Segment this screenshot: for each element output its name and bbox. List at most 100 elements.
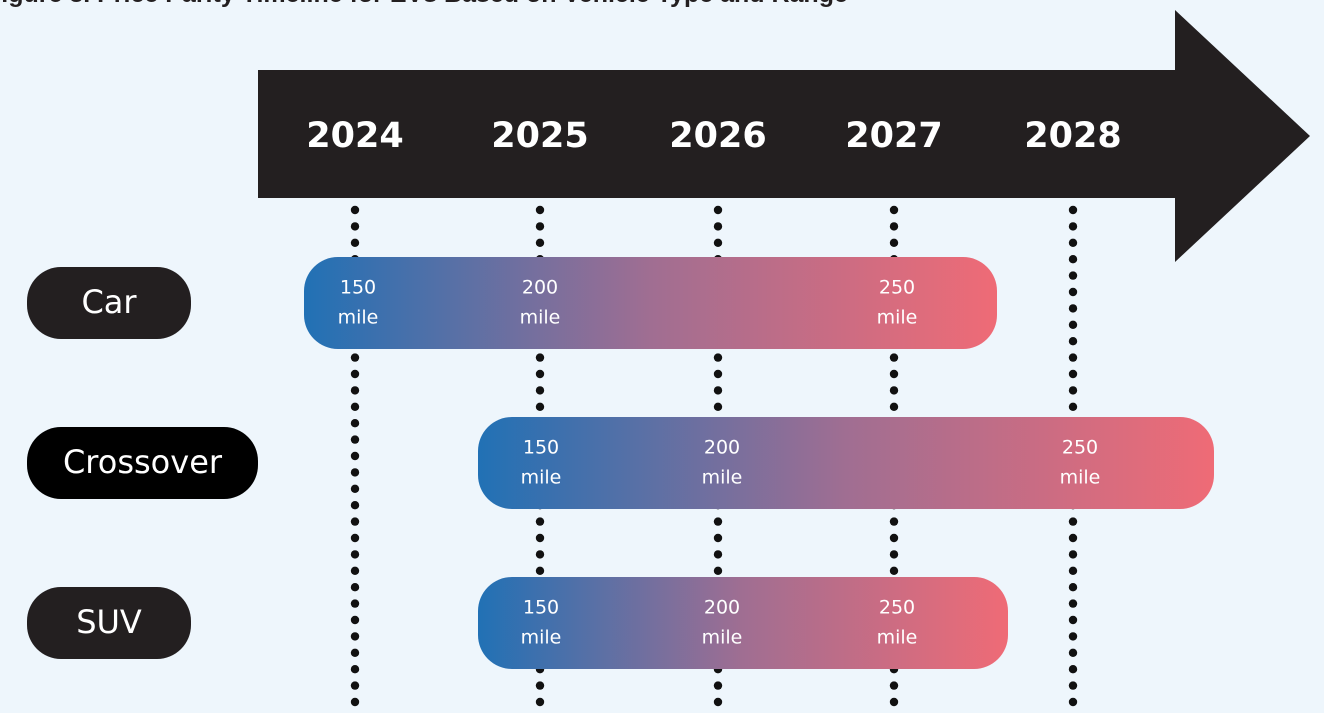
range-unit: mile: [521, 627, 562, 649]
guide-dot: [1068, 287, 1078, 297]
guide-dot: [1068, 304, 1078, 313]
range-value: 150: [523, 437, 559, 459]
guide-dot: [1068, 665, 1078, 674]
figure-title: Figure 3. Price Parity Timeline for EVs …: [0, 0, 848, 8]
guide-dot: [889, 533, 899, 543]
guide-dot: [535, 402, 545, 411]
guide-dot: [1068, 599, 1078, 608]
range-value: 200: [522, 277, 558, 299]
guide-dot: [350, 501, 360, 510]
guide-dot: [350, 353, 360, 362]
guide-dot: [350, 697, 360, 707]
range-unit: mile: [338, 307, 379, 329]
range-bar: [304, 257, 997, 349]
guide-dot: [350, 402, 360, 411]
range-value: 150: [340, 277, 376, 299]
year-label: 2027: [845, 116, 942, 156]
guide-dot: [713, 386, 723, 395]
range-unit: mile: [702, 627, 743, 649]
year-label: 2025: [491, 116, 588, 156]
guide-dot: [889, 550, 899, 559]
range-unit: mile: [702, 467, 743, 489]
guide-dot: [350, 533, 360, 543]
guide-dot: [535, 386, 545, 395]
guide-dot: [713, 533, 723, 543]
guide-dot: [713, 681, 723, 690]
guide-dot: [535, 697, 545, 707]
row-label: Car: [81, 283, 137, 321]
guide-dot: [1068, 238, 1078, 247]
guide-dot: [350, 632, 360, 641]
guide-dot: [1068, 615, 1078, 625]
guide-dot: [535, 550, 545, 559]
vehicle-row: Car 150 mile 200 mile 250 mile: [27, 257, 997, 349]
guide-dot: [350, 238, 360, 247]
guide-dot: [350, 435, 360, 444]
guide-dot: [713, 238, 723, 247]
guide-dot: [1068, 550, 1078, 559]
guide-dot: [350, 599, 360, 608]
guide-dot: [350, 681, 360, 690]
guide-dot: [889, 369, 899, 379]
guide-dot: [1068, 583, 1078, 592]
content: 2024 2025 2026 2027 2028 Car 150 mile 200 mile 250…: [27, 116, 1214, 669]
range-value: 250: [879, 277, 915, 299]
guide-dot: [889, 566, 899, 575]
guide-dot: [1068, 648, 1078, 657]
guide-dot: [713, 205, 723, 215]
guide-dot: [350, 419, 360, 428]
vehicle-row: SUV 150 mile 200 mile 250 mile: [27, 577, 1008, 669]
row-label: SUV: [76, 603, 142, 641]
year-label: 2028: [1024, 116, 1121, 156]
timeline-arrow: [258, 10, 1310, 262]
guide-dot: [1068, 353, 1078, 362]
guide-dot: [350, 550, 360, 559]
guide-dot: [350, 222, 360, 231]
guide-dot: [535, 681, 545, 690]
guide-dot: [535, 369, 545, 379]
guide-dot: [350, 583, 360, 592]
guide-dot: [1068, 533, 1078, 543]
range-value: 250: [879, 597, 915, 619]
guide-dot: [1068, 681, 1078, 690]
guide-dot: [350, 451, 360, 461]
guide-dot: [350, 468, 360, 477]
guide-dot: [350, 205, 360, 215]
guide-dot: [535, 238, 545, 247]
guide-dot: [713, 222, 723, 231]
guide-dot: [1068, 386, 1078, 395]
row-label-pill: [27, 427, 258, 499]
guide-dot: [1068, 697, 1078, 707]
guide-dot: [889, 205, 899, 215]
guide-dot: [889, 222, 899, 231]
guide-dot: [350, 517, 360, 526]
range-value: 250: [1062, 437, 1098, 459]
guide-dot: [535, 517, 545, 526]
guide-dot: [1068, 632, 1078, 641]
range-bar: [478, 417, 1214, 509]
guide-dot: [350, 484, 360, 493]
row-label: Crossover: [63, 443, 223, 481]
range-unit: mile: [877, 627, 918, 649]
guide-dot: [1068, 369, 1078, 379]
range-unit: mile: [1060, 467, 1101, 489]
guide-dot: [1068, 402, 1078, 411]
year-label: 2026: [669, 116, 766, 156]
guide-dot: [1068, 205, 1078, 215]
range-unit: mile: [520, 307, 561, 329]
guide-dot: [350, 566, 360, 575]
guide-dot: [1068, 566, 1078, 575]
guide-dot: [713, 697, 723, 707]
guide-dot: [889, 402, 899, 411]
guide-dot: [1068, 222, 1078, 231]
range-unit: mile: [877, 307, 918, 329]
guide-dot: [535, 533, 545, 543]
guide-dot: [889, 681, 899, 690]
range-unit: mile: [521, 467, 562, 489]
guide-dot: [1068, 337, 1078, 346]
guide-dot: [535, 566, 545, 575]
guide-dot: [350, 665, 360, 674]
year-label: 2024: [306, 116, 403, 156]
guide-dot: [350, 386, 360, 395]
